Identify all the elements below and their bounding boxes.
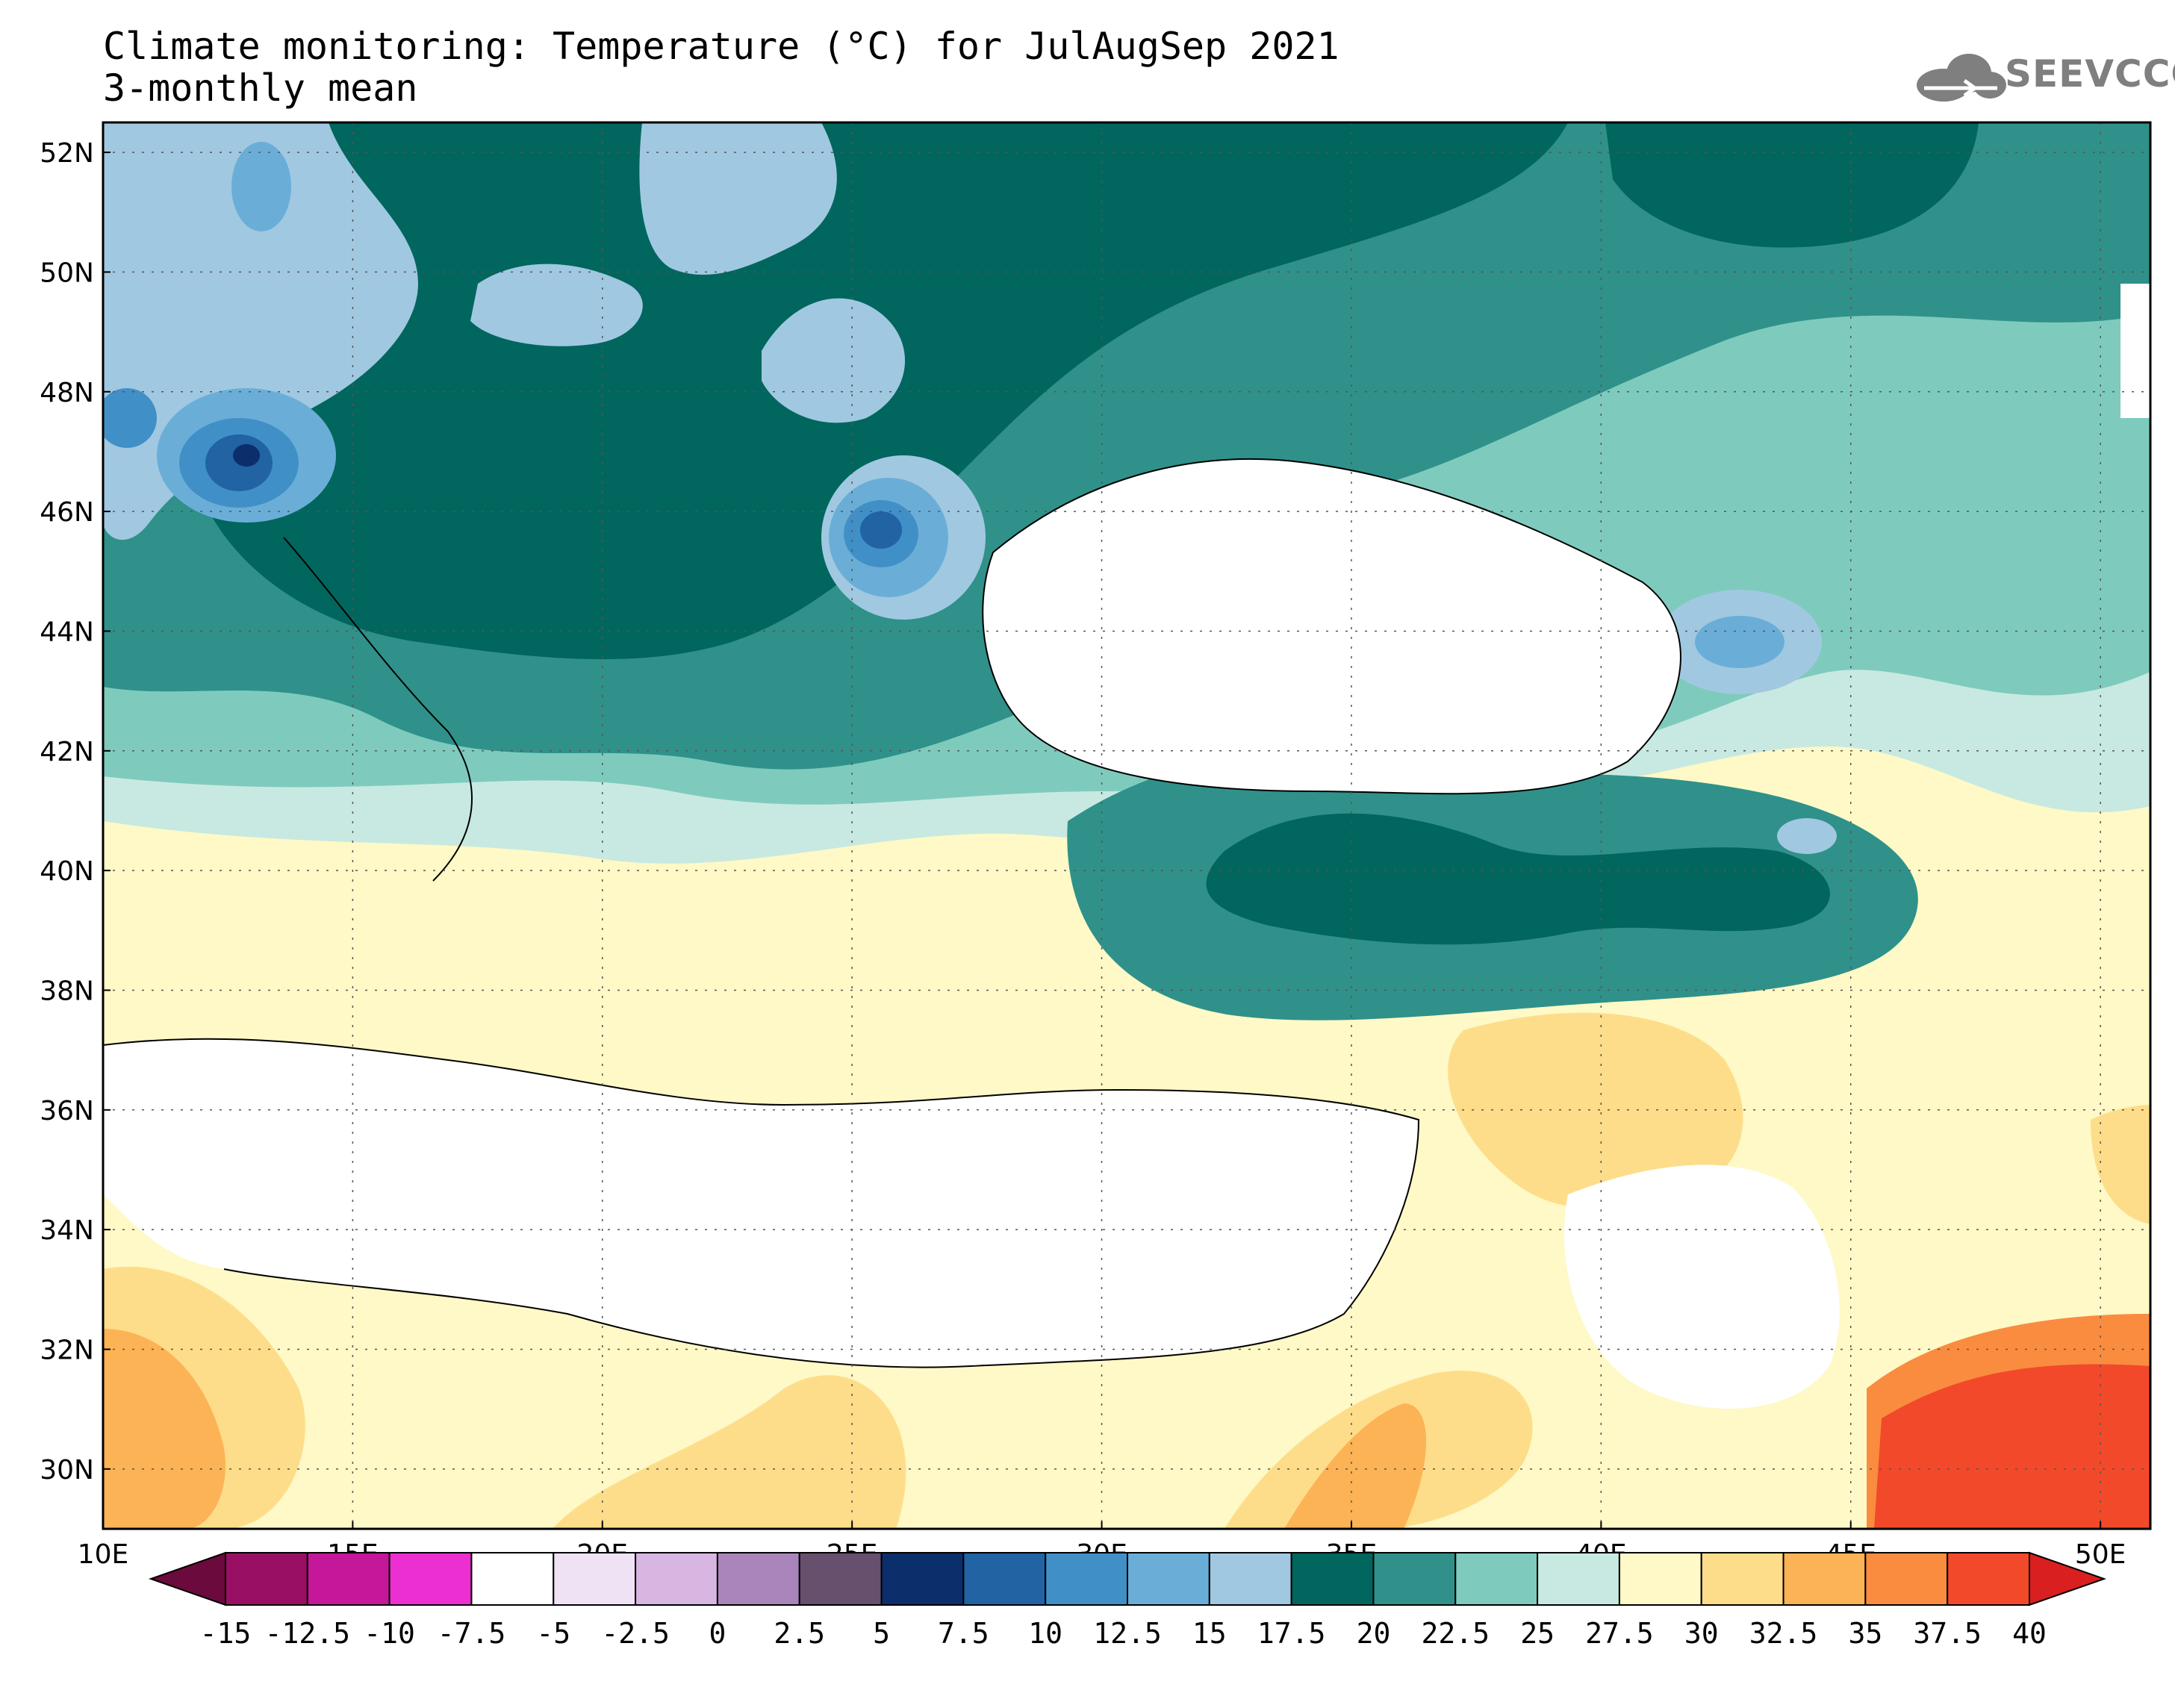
colorbar-label: -7.5 (437, 1617, 506, 1650)
x-tick-label: 50E (2075, 1539, 2126, 1570)
y-tick-label: 36N (40, 1096, 94, 1126)
colorbar-swatch (553, 1552, 637, 1606)
colorbar-swatch (880, 1552, 965, 1606)
colorbar-label: 25 (1520, 1617, 1555, 1650)
y-tick-label: 50N (40, 258, 94, 288)
colorbar-label: 12.5 (1093, 1617, 1162, 1650)
logo-text: SEEVCCC (2005, 52, 2175, 96)
colorbar-arrow-low (148, 1551, 226, 1606)
y-tick-label: 30N (40, 1455, 94, 1486)
colorbar-swatch (388, 1552, 473, 1606)
y-tick-label: 44N (40, 617, 94, 647)
colorbar-label: 37.5 (1913, 1617, 1982, 1650)
colorbar-label: -12.5 (264, 1617, 351, 1650)
graticule (103, 122, 2150, 1529)
colorbar-label: 2.5 (774, 1617, 826, 1650)
y-tick-label: 52N (40, 138, 94, 169)
colorbar-swatch (1372, 1552, 1457, 1606)
y-tick-label: 48N (40, 378, 94, 408)
colorbar-label: 35 (1848, 1617, 1883, 1650)
map-subtitle: 3-monthly mean (103, 66, 418, 110)
colorbar-label: -15 (199, 1617, 252, 1650)
colorbar-label: 22.5 (1421, 1617, 1490, 1650)
colorbar-swatch (1454, 1552, 1539, 1606)
colorbar-label: 15 (1192, 1617, 1227, 1650)
colorbar-swatch (1208, 1552, 1292, 1606)
temperature-field (103, 122, 2150, 1529)
map-title: Climate monitoring: Temperature (°C) for… (103, 25, 1339, 68)
colorbar-label: 17.5 (1257, 1617, 1326, 1650)
colorbar-swatch (1700, 1552, 1785, 1606)
colorbar-label: -2.5 (601, 1617, 670, 1650)
colorbar-swatch (1782, 1552, 1867, 1606)
colorbar-label: 40 (2012, 1617, 2047, 1650)
colorbar-label: 7.5 (938, 1617, 989, 1650)
colorbar-swatch (225, 1552, 308, 1606)
y-tick-label: 40N (40, 856, 94, 887)
colorbar-swatch (798, 1552, 883, 1606)
y-tick-label: 32N (40, 1335, 94, 1365)
colorbar-label: 20 (1356, 1617, 1391, 1650)
y-tick-label: 34N (40, 1215, 94, 1246)
colorbar-swatch (1618, 1552, 1702, 1606)
colorbar-swatch (1537, 1552, 1620, 1606)
colorbar-swatch (716, 1552, 800, 1606)
colorbar (148, 1551, 2107, 1606)
colorbar-swatch (306, 1552, 390, 1606)
colorbar-swatch (1864, 1552, 1949, 1606)
colorbar-arrow-high (2029, 1551, 2107, 1606)
y-tick-label: 38N (40, 976, 94, 1006)
cloud-icon (1917, 54, 2006, 102)
colorbar-label: 30 (1684, 1617, 1719, 1650)
colorbar-label: 27.5 (1585, 1617, 1654, 1650)
colorbar-label: 32.5 (1749, 1617, 1818, 1650)
colorbar-label: 5 (873, 1617, 890, 1650)
colorbar-swatch (1290, 1552, 1375, 1606)
colorbar-swatch (1045, 1552, 1128, 1606)
colorbar-swatch (635, 1552, 718, 1606)
coastlines (103, 458, 1681, 1368)
colorbar-swatch (470, 1552, 555, 1606)
y-tick-label: 42N (40, 737, 94, 767)
x-tick-label: 10E (78, 1539, 129, 1570)
colorbar-label: 10 (1028, 1617, 1063, 1650)
colorbar-swatch (1947, 1552, 2031, 1606)
y-axis: 52N 50N 48N 46N 44N 42N 40N 38N 36N 34N 32N 30N (40, 138, 111, 1486)
colorbar-label: -5 (536, 1617, 571, 1650)
colorbar-swatch (1127, 1552, 1210, 1606)
colorbar-label: 0 (709, 1617, 726, 1650)
colorbar-swatch (962, 1552, 1047, 1606)
colorbar-label: -10 (364, 1617, 415, 1650)
y-tick-label: 46N (40, 497, 94, 528)
map-frame (102, 121, 2152, 1530)
